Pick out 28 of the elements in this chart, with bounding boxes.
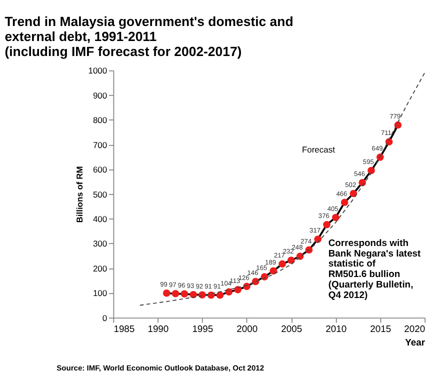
text: (including IMF forecast for 2002-2017)	[4, 44, 242, 60]
x-tick-label: 2010	[326, 323, 347, 334]
x-tick-label: 2005	[281, 323, 302, 334]
y-axis-title: Billions of RM	[74, 166, 85, 223]
y-tick-label: 0	[102, 312, 108, 323]
y-tick-label: 100	[92, 288, 108, 298]
x-tick-label: 2015	[370, 323, 392, 334]
x-tick-label: 2000	[236, 323, 258, 334]
x-tick-label: 1995	[192, 323, 214, 334]
y-tick-label: 800	[92, 115, 108, 126]
y-tick-label: 300	[92, 238, 108, 249]
text: Trend in Malaysia government's domestic and	[4, 14, 294, 30]
y-tick-label: 700	[92, 140, 108, 150]
y-tick-label: 200	[92, 263, 108, 274]
text: external debt, 1991-2011	[4, 29, 157, 44]
y-tick-label: 400	[92, 214, 108, 224]
y-tick-label: 600	[92, 164, 108, 175]
x-axis-title: Year	[405, 336, 426, 348]
line-series	[139, 72, 426, 306]
x-tick-label: 1990	[148, 323, 169, 334]
annotation: Forecast	[302, 144, 336, 154]
source-note: Source: IMF, World Economic Outlook Database, Oct 2012	[56, 363, 264, 372]
y-tick-label: 500	[92, 189, 108, 200]
y-tick-label: 1000	[88, 66, 108, 76]
x-tick-label: 1985	[114, 323, 135, 334]
x-tick-label: 2020	[404, 323, 426, 334]
annotation: Corresponds with Bank Negara's latest statistic of RM501.6 bullion (Quarterly Bulletin, Q4 2012)	[328, 236, 422, 300]
y-tick-label: 900	[92, 90, 108, 100]
